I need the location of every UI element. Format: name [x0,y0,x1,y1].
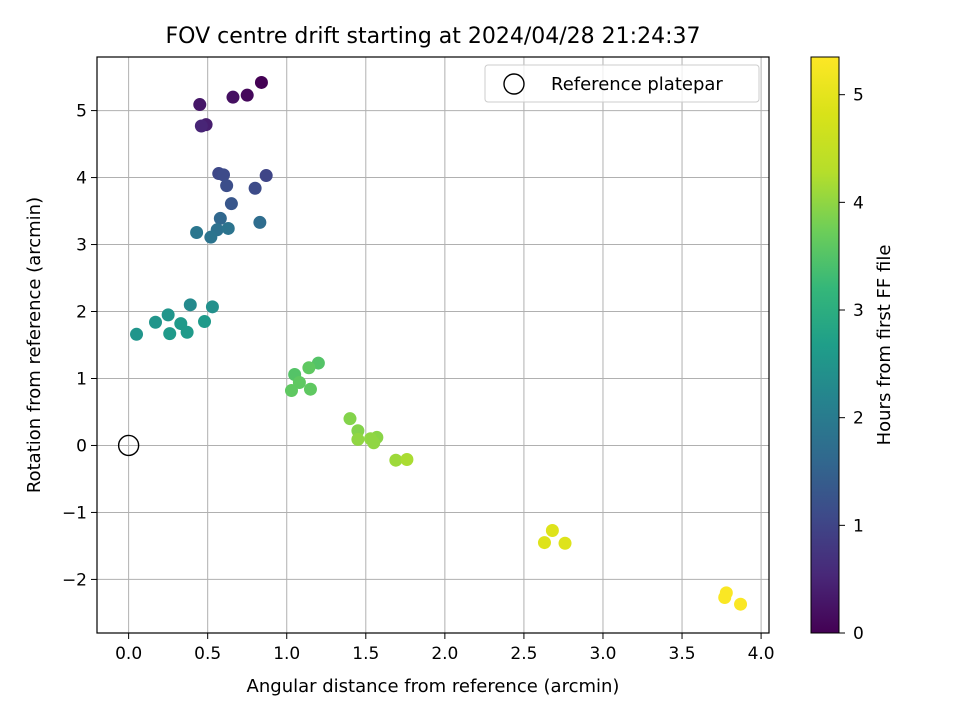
x-tick-label: 0.0 [115,644,142,664]
plot-frame [96,56,770,634]
x-tick-label: 1.0 [273,644,300,664]
y-axis-label: Rotation from reference (arcmin) [24,197,45,493]
data-points [130,75,748,611]
colorbar-tick-label: 1 [853,516,864,536]
colorbar-gradient [810,56,840,634]
y-tick-label: 5 [76,102,87,122]
legend-reference-marker [503,73,525,95]
x-tick-label: 2.5 [510,644,537,664]
x-tick-label: 1.5 [352,644,379,664]
colorbar-label: Hours from first FF file [874,245,895,446]
colorbar-tick-label: 3 [853,301,864,321]
data-point [734,597,748,611]
y-tick-label: 4 [76,169,87,189]
data-point [537,536,551,550]
data-point [221,221,235,235]
data-point [216,168,230,182]
data-point [389,453,403,467]
data-point [240,88,254,102]
legend-label: Reference platepar [551,74,723,95]
data-point [193,98,207,112]
data-point [254,75,268,89]
data-point [400,453,414,467]
x-tick-label: 2.0 [431,644,458,664]
data-point [351,432,365,446]
data-point [718,591,732,605]
data-point [253,215,267,229]
grid-lines [97,57,769,633]
y-tick-label: −2 [62,570,87,590]
data-point [205,300,219,314]
y-axis-ticks: −2 −1 0 1 2 3 4 5 [62,102,97,590]
x-tick-label: 3.5 [669,644,696,664]
y-tick-label: 0 [76,436,87,456]
data-point [226,90,240,104]
y-tick-label: 1 [76,369,87,389]
data-point [180,325,194,339]
data-point [149,315,163,329]
data-point [161,308,175,322]
x-axis-ticks: 0.0 0.5 1.0 1.5 2.0 2.5 3.0 3.5 4.0 [115,633,775,664]
colorbar-ticks: 0 1 2 3 4 5 [839,86,864,644]
y-tick-label: 3 [76,236,87,256]
legend: Reference platepar [484,64,760,103]
x-tick-label: 4.0 [748,644,775,664]
data-point [558,536,572,550]
colorbar-tick-label: 5 [853,86,864,106]
reference-platepar-marker [117,434,140,457]
data-point [248,181,262,195]
data-point [163,327,177,341]
data-point [194,119,208,133]
data-point [130,327,144,341]
data-point [190,225,204,239]
colorbar-tick-label: 2 [853,409,864,429]
chart-title: FOV centre drift starting at 2024/04/28 … [166,24,701,49]
data-point [284,384,298,398]
data-point [545,524,559,538]
x-tick-label: 3.0 [589,644,616,664]
colorbar: 0 1 2 3 4 5 Hours from first FF file [810,56,895,644]
y-tick-label: −1 [62,503,87,523]
x-axis-label: Angular distance from reference (arcmin) [247,676,620,697]
y-tick-label: 2 [76,303,87,323]
colorbar-tick-label: 4 [853,193,864,213]
x-tick-label: 0.5 [194,644,221,664]
data-point [198,315,212,329]
data-point [303,382,317,396]
data-point [259,169,273,183]
data-point [213,211,227,225]
data-point [292,376,306,390]
legend-box [484,64,760,103]
data-point [367,436,381,450]
data-point [183,298,197,312]
data-point [220,179,234,193]
colorbar-tick-label: 0 [853,624,864,644]
data-point [204,230,218,244]
data-point [343,412,357,426]
data-point [224,197,238,211]
data-point [302,361,316,375]
